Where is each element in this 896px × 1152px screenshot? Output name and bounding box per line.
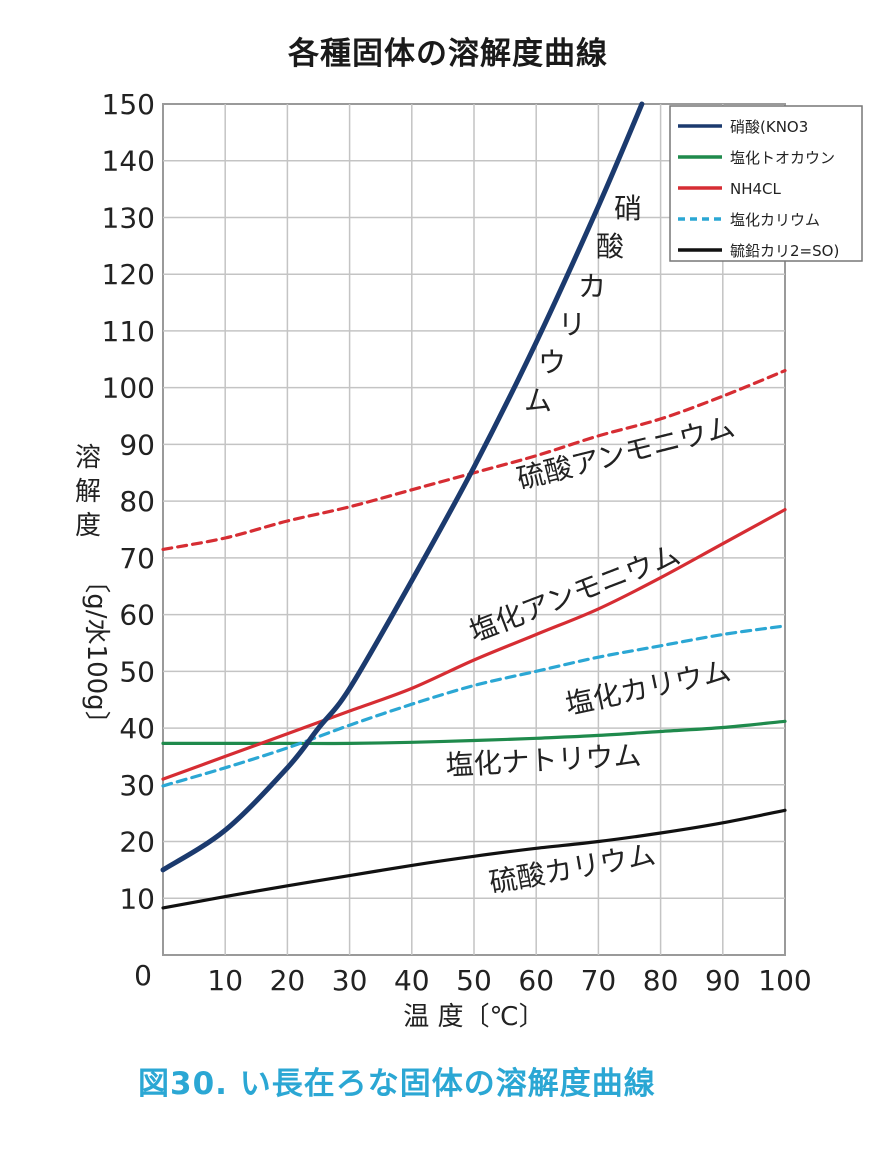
potassium-chloride-curve (161, 624, 787, 788)
y-tick-label: 50 (119, 655, 155, 688)
y-tick-label: 120 (102, 258, 155, 291)
x-tick-label: 40 (394, 964, 430, 997)
ammonium-chloride-curve (161, 508, 787, 781)
x-tick-label: 100 (758, 964, 811, 997)
y-tick-label: 40 (119, 712, 155, 745)
potassium-sulfate-curve (161, 808, 787, 910)
x-axis-label: 温 度〔℃〕 (403, 1002, 544, 1032)
y-axis-label-char: 度 (75, 511, 101, 541)
legend-entry: 硝酸(KNO3 (730, 118, 808, 136)
legend-entry: 毓鉛カリ2=SO) (730, 242, 839, 260)
x-tick-label: 0 (134, 959, 152, 992)
y-tick-label: 60 (119, 599, 155, 632)
y-tick-label: 90 (119, 428, 155, 461)
potassium-nitrate-label-char: 硝 (614, 192, 642, 225)
y-tick-label: 100 (102, 372, 155, 405)
legend-entry: 塩化トオカウン (730, 149, 835, 167)
curves (160, 101, 787, 910)
potassium-nitrate-label-char: ム (524, 384, 552, 417)
y-tick-label: 70 (119, 542, 155, 575)
potassium-nitrate-label-char: カ (578, 270, 606, 303)
y-tick-label: 130 (102, 201, 155, 234)
x-axis-ticks: 0 10 20 30 40 50 60 70 80 90 100 (134, 959, 812, 997)
y-axis-label-char: 解 (75, 477, 101, 507)
legend-box (669, 105, 863, 262)
y-tick-label: 20 (119, 826, 155, 859)
potassium-nitrate-label-char: リ (558, 308, 586, 341)
chart-caption: 図30. い長在ろな固体の溶解度曲線 (138, 1066, 656, 1102)
x-tick-label: 90 (705, 964, 741, 997)
x-tick-label: 10 (207, 964, 243, 997)
x-tick-label: 70 (581, 964, 617, 997)
y-axis-label-unit: 〔g/水100g〕 (81, 567, 111, 736)
x-tick-label: 50 (456, 964, 492, 997)
y-tick-label: 140 (102, 145, 155, 178)
legend-entry: NH4CL (730, 180, 782, 198)
axis-labels: 温 度〔℃〕 溶解度〔g/水100g〕 (75, 443, 545, 1032)
potassium-nitrate-label-char: 酸 (596, 230, 624, 263)
x-tick-label: 30 (332, 964, 368, 997)
x-tick-label: 20 (270, 964, 306, 997)
potassium-nitrate-curve (160, 101, 645, 873)
sodium-chloride-curve (161, 719, 787, 746)
y-axis-label-char: 溶 (75, 443, 101, 473)
chart-title: 各種固体の溶解度曲線 (288, 36, 608, 72)
y-tick-label: 110 (102, 315, 155, 348)
y-tick-label: 150 (102, 88, 155, 121)
y-tick-label: 30 (119, 769, 155, 802)
x-tick-label: 60 (518, 964, 554, 997)
x-tick-label: 80 (643, 964, 679, 997)
ammonium-sulfate-curve (161, 369, 787, 551)
y-axis-ticks: 10 20 30 40 50 60 70 80 90 100 110 120 130 140 150 (102, 88, 155, 915)
potassium-nitrate-label-char: ウ (538, 346, 566, 379)
y-tick-label: 80 (119, 485, 155, 518)
y-tick-label: 10 (119, 882, 155, 915)
legend-entry: 塩化カリウム (730, 211, 820, 229)
